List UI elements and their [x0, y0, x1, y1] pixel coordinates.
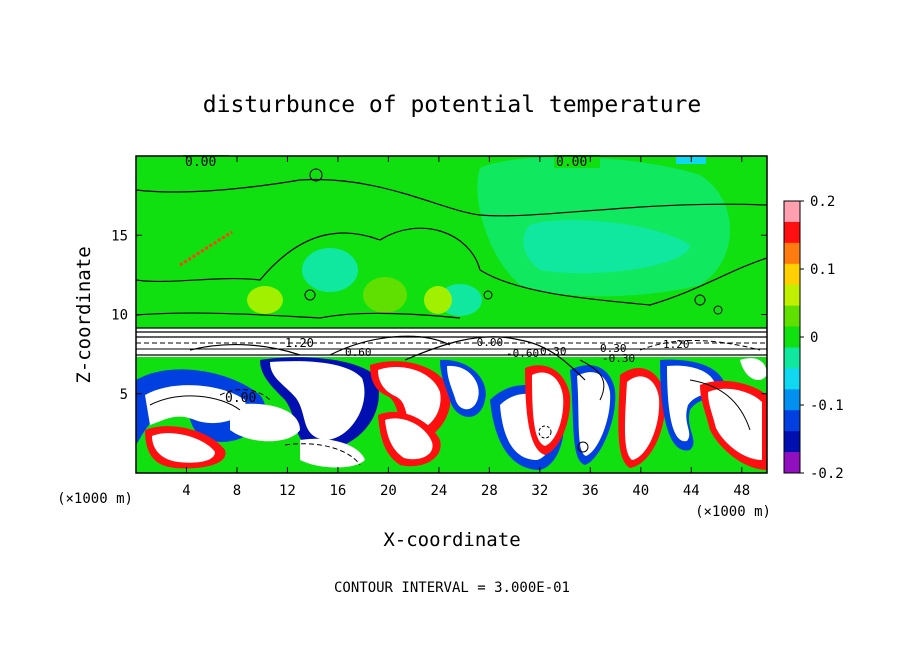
chart-title: disturbunce of potential temperature	[203, 92, 702, 118]
contour-labels: 0.00 0.00 1.20 0.60 -0.00 0.00 0.30 0.30…	[183, 155, 690, 406]
y-tick-label: 5	[120, 387, 128, 403]
lower-anomaly	[624, 376, 660, 460]
colorbar-swatch	[784, 389, 800, 411]
contour-line	[189, 343, 301, 356]
colorbar-swatch	[784, 347, 800, 369]
upper-anomaly	[424, 286, 452, 314]
contour-label: 0.00	[556, 155, 587, 170]
x-unit-left: (×1000 m)	[57, 491, 133, 507]
colorbar-tick-label: 0.1	[810, 262, 835, 278]
colorbar-swatch	[784, 410, 800, 432]
y-tick-label: 15	[111, 228, 128, 244]
contour-label-bg	[183, 155, 229, 168]
x-tick-label: 28	[481, 483, 498, 499]
x-tick-label: 16	[329, 483, 346, 499]
colorbar: 0.2 0.1 0 -0.1 -0.2	[783, 194, 844, 482]
colorbar-tick-label: 0	[810, 330, 818, 346]
lower-anomaly	[532, 372, 564, 446]
contour-line	[136, 178, 767, 217]
colorbar-swatch	[784, 431, 800, 453]
contour-label: 1.20	[663, 338, 690, 351]
lower-anomaly	[577, 372, 611, 456]
x-unit-right: (×1000 m)	[695, 504, 771, 520]
lower-anomaly	[385, 418, 433, 460]
colorbar-swatch	[784, 242, 800, 265]
contour-label: 0.60	[345, 346, 372, 359]
contour-line	[479, 257, 767, 306]
lower-anomaly	[270, 361, 365, 440]
x-tick-label: 24	[430, 483, 447, 499]
x-axis: 4 8 12 16 20 24 28 32 36 40 44 48	[182, 156, 750, 499]
x-tick-label: 8	[233, 483, 241, 499]
x-tick-label: 32	[531, 483, 548, 499]
contour-line	[713, 305, 723, 315]
lower-anomaly	[152, 433, 215, 463]
upper-anomaly	[523, 220, 690, 274]
upper-anomaly	[179, 230, 233, 267]
contour-line	[404, 336, 586, 381]
contour-line	[577, 441, 589, 453]
contour-label: 1.20	[285, 336, 314, 350]
contour-line	[284, 443, 361, 466]
colorbar-tick-label: -0.2	[810, 466, 844, 482]
tropopause-band	[136, 328, 767, 356]
upper-anomaly	[247, 286, 283, 314]
upper-anomaly	[302, 248, 358, 292]
contour-interval-note: CONTOUR INTERVAL = 3.000E-01	[334, 580, 570, 596]
contour-line	[694, 294, 706, 306]
colorbar-swatch	[784, 368, 800, 390]
upper-anomaly	[363, 277, 407, 313]
colorbar-tick-label: 0.2	[810, 194, 835, 210]
colorbar-tick-label: -0.1	[810, 398, 844, 414]
x-tick-label: 36	[582, 483, 599, 499]
contour-line	[309, 168, 323, 182]
contour-label: 0.30	[540, 345, 567, 358]
contour-line	[329, 335, 451, 356]
contour-label: 0.00	[185, 155, 216, 170]
y-tick-label: 10	[111, 308, 128, 324]
x-axis-label: X-coordinate	[383, 529, 520, 551]
x-tick-label: 20	[380, 483, 397, 499]
contour-line	[219, 389, 271, 401]
x-tick-label: 44	[683, 483, 700, 499]
x-tick-label: 4	[182, 483, 190, 499]
colorbar-swatch	[784, 221, 800, 244]
lower-anomaly	[447, 365, 479, 410]
contour-line	[304, 289, 316, 301]
colorbar-swatch	[784, 201, 800, 223]
lower-anomaly	[300, 438, 365, 468]
x-tick-label: 48	[733, 483, 750, 499]
contour-line	[483, 290, 493, 300]
x-tick-label: 12	[279, 483, 296, 499]
contour-label: 0.30	[600, 342, 627, 355]
contour-line	[149, 395, 241, 411]
plot-field	[136, 156, 767, 473]
contour-label: -0.00	[470, 336, 503, 349]
x-tick-label: 40	[632, 483, 649, 499]
contour-label-bg	[554, 155, 600, 168]
colorbar-swatch	[784, 284, 800, 307]
y-axis: 5 10 15	[111, 228, 767, 403]
lower-anomaly	[378, 366, 441, 431]
contour-line	[538, 425, 552, 439]
lower-anomaly	[708, 388, 762, 460]
colorbar-swatch	[784, 452, 800, 474]
colorbar-swatch	[784, 326, 800, 348]
colorbar-swatch	[784, 263, 800, 286]
contour-label: -0.30	[602, 352, 635, 365]
lower-anomaly	[740, 358, 767, 380]
contour-line	[136, 312, 461, 319]
contour-label: -0.60	[506, 347, 539, 360]
contour-label: 0.00	[225, 391, 256, 406]
contour-line	[639, 340, 761, 351]
contour-line	[579, 359, 605, 401]
lower-anomaly	[230, 403, 300, 442]
colorbar-swatch	[784, 305, 800, 328]
contour-line	[136, 227, 481, 283]
y-axis-label: Z-coordinate	[73, 246, 95, 383]
contour-line	[689, 379, 751, 431]
